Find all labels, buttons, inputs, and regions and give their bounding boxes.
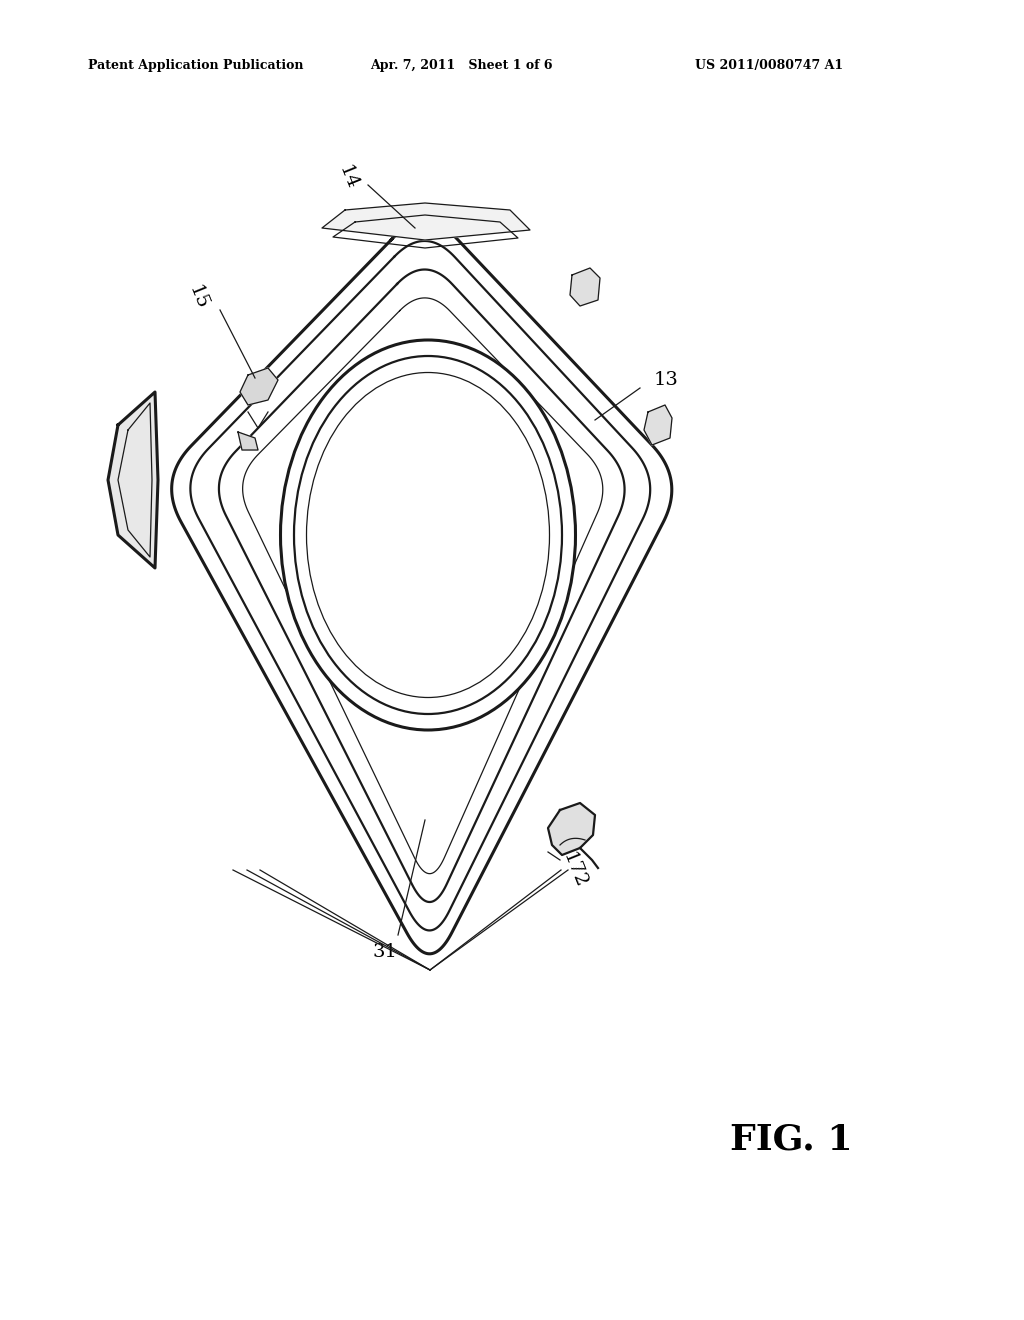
Text: Patent Application Publication: Patent Application Publication [88, 59, 303, 73]
Ellipse shape [294, 356, 562, 714]
Text: 14: 14 [335, 164, 361, 193]
Text: 172: 172 [559, 849, 589, 891]
Polygon shape [322, 203, 530, 240]
Polygon shape [570, 268, 600, 306]
Polygon shape [108, 392, 158, 568]
Polygon shape [548, 803, 595, 855]
Polygon shape [238, 432, 258, 450]
Text: Apr. 7, 2011   Sheet 1 of 6: Apr. 7, 2011 Sheet 1 of 6 [370, 59, 553, 73]
Text: 31: 31 [373, 942, 397, 961]
Text: 15: 15 [185, 284, 211, 313]
Ellipse shape [306, 372, 550, 697]
Text: FIG. 1: FIG. 1 [730, 1123, 853, 1158]
Text: US 2011/0080747 A1: US 2011/0080747 A1 [695, 59, 843, 73]
Ellipse shape [281, 341, 575, 730]
Polygon shape [644, 405, 672, 445]
Polygon shape [240, 368, 278, 405]
Text: 13: 13 [653, 371, 679, 389]
